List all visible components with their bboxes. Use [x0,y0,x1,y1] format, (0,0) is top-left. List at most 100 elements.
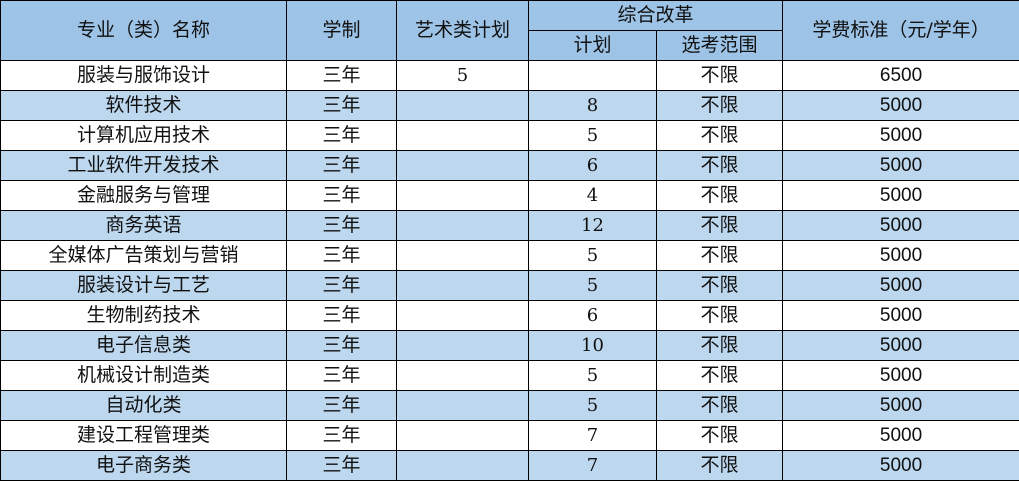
header-reform: 综合改革 [527,0,784,31]
cell-scope: 不限 [655,60,784,91]
cell-name: 电子商务类 [0,450,287,481]
cell-fee: 5000 [782,420,1019,451]
cell-scope: 不限 [655,300,784,331]
cell-art-plan [396,300,529,331]
table-row: 电子信息类 三年 10 不限 5000 [0,330,1019,361]
table-row: 工业软件开发技术 三年 6 不限 5000 [0,150,1019,181]
cell-duration: 三年 [286,240,397,271]
cell-duration: 三年 [286,300,397,331]
table-row: 全媒体广告策划与营销 三年 5 不限 5000 [0,240,1019,271]
cell-plan: 7 [528,450,657,481]
cell-plan: 12 [528,210,657,241]
header-fee: 学费标准（元/学年） [782,0,1019,61]
cell-art-plan [396,210,529,241]
table-row: 金融服务与管理 三年 4 不限 5000 [0,180,1019,211]
cell-scope: 不限 [655,150,784,181]
table-row: 服装与服饰设计 三年 5 不限 6500 [0,60,1019,91]
table-row: 机械设计制造类 三年 5 不限 5000 [0,360,1019,391]
cell-art-plan [396,390,529,421]
cell-name: 商务英语 [0,210,287,241]
cell-plan: 6 [528,300,657,331]
cell-fee: 5000 [782,240,1019,271]
cell-fee: 5000 [782,330,1019,361]
cell-art-plan [396,150,529,181]
table-row: 商务英语 三年 12 不限 5000 [0,210,1019,241]
table-row: 自动化类 三年 5 不限 5000 [0,390,1019,421]
cell-duration: 三年 [286,330,397,361]
cell-scope: 不限 [655,210,784,241]
cell-name: 服装与服饰设计 [0,60,287,91]
header-reform-plan: 计划 [528,30,657,61]
cell-scope: 不限 [655,270,784,301]
cell-scope: 不限 [655,90,784,121]
cell-name: 金融服务与管理 [0,180,287,211]
cell-fee: 5000 [782,390,1019,421]
cell-name: 电子信息类 [0,330,287,361]
cell-name: 工业软件开发技术 [0,150,287,181]
cell-fee: 5000 [782,120,1019,151]
cell-art-plan [396,120,529,151]
cell-fee: 5000 [782,450,1019,481]
cell-name: 服装设计与工艺 [0,270,287,301]
cell-duration: 三年 [286,450,397,481]
cell-duration: 三年 [286,120,397,151]
cell-name: 建设工程管理类 [0,420,287,451]
table-row: 生物制药技术 三年 6 不限 5000 [0,300,1019,331]
cell-name: 软件技术 [0,90,287,121]
header-art-plan: 艺术类计划 [396,0,529,61]
cell-fee: 5000 [782,210,1019,241]
cell-fee: 5000 [782,90,1019,121]
cell-scope: 不限 [655,420,784,451]
table-row: 软件技术 三年 8 不限 5000 [0,90,1019,121]
cell-fee: 5000 [782,360,1019,391]
cell-fee: 5000 [782,300,1019,331]
cell-plan: 5 [528,360,657,391]
cell-duration: 三年 [286,90,397,121]
cell-duration: 三年 [286,210,397,241]
cell-art-plan: 5 [396,60,529,91]
cell-plan: 10 [528,330,657,361]
cell-name: 计算机应用技术 [0,120,287,151]
cell-name: 机械设计制造类 [0,360,287,391]
cell-plan: 5 [528,120,657,151]
cell-name: 生物制药技术 [0,300,287,331]
cell-plan: 8 [528,90,657,121]
cell-art-plan [396,240,529,271]
table-row: 计算机应用技术 三年 5 不限 5000 [0,120,1019,151]
cell-plan: 5 [528,270,657,301]
cell-scope: 不限 [655,330,784,361]
cell-duration: 三年 [286,60,397,91]
cell-fee: 6500 [782,60,1019,91]
cell-art-plan [396,270,529,301]
cell-fee: 5000 [782,270,1019,301]
cell-duration: 三年 [286,420,397,451]
header-duration: 学制 [286,0,397,61]
table-row: 服装设计与工艺 三年 5 不限 5000 [0,270,1019,301]
cell-scope: 不限 [655,360,784,391]
cell-duration: 三年 [286,270,397,301]
cell-duration: 三年 [286,390,397,421]
cell-name: 全媒体广告策划与营销 [0,240,287,271]
cell-art-plan [396,330,529,361]
cell-art-plan [396,180,529,211]
header-reform-scope: 选考范围 [655,30,784,61]
cell-art-plan [396,90,529,121]
cell-scope: 不限 [655,390,784,421]
cell-plan: 5 [528,240,657,271]
cell-plan [528,60,657,91]
cell-art-plan [396,450,529,481]
cell-plan: 6 [528,150,657,181]
cell-scope: 不限 [655,240,784,271]
cell-duration: 三年 [286,180,397,211]
cell-name: 自动化类 [0,390,287,421]
cell-scope: 不限 [655,120,784,151]
header-name: 专业（类）名称 [0,0,287,61]
cell-scope: 不限 [655,180,784,211]
cell-fee: 5000 [782,180,1019,211]
table-row: 建设工程管理类 三年 7 不限 5000 [0,420,1019,451]
cell-plan: 4 [528,180,657,211]
cell-duration: 三年 [286,360,397,391]
cell-art-plan [396,360,529,391]
cell-duration: 三年 [286,150,397,181]
cell-scope: 不限 [655,450,784,481]
